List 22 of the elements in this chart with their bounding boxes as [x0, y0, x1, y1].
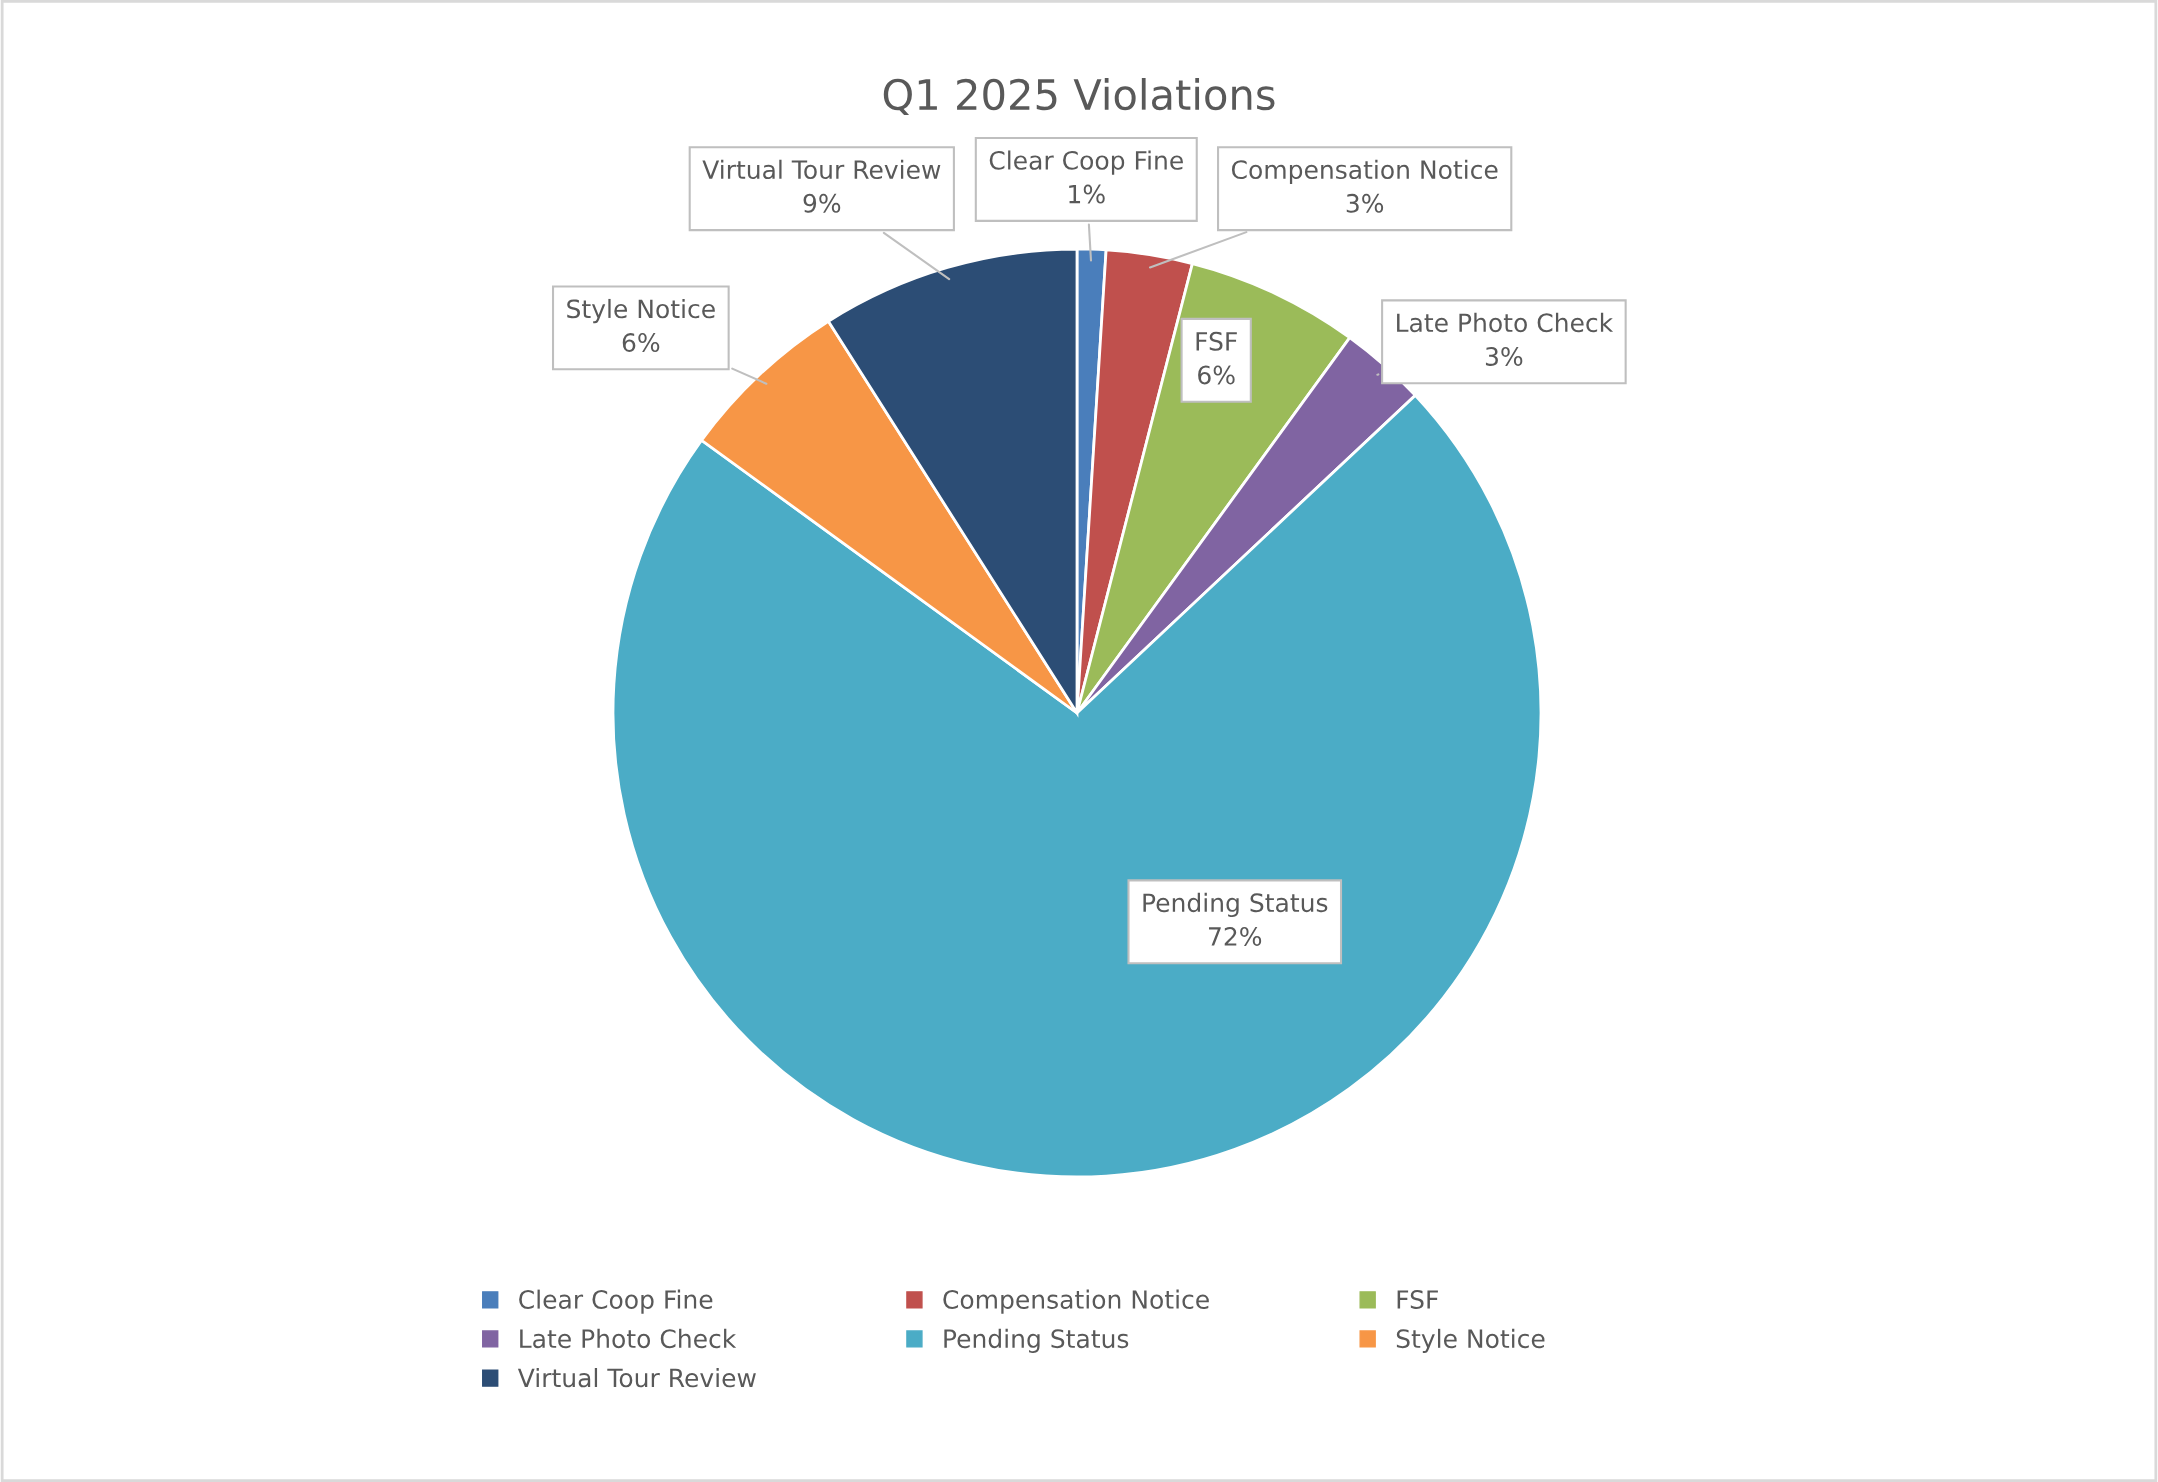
data-label: 6% [1198, 365, 1235, 385]
data-label: 3% [1346, 193, 1384, 213]
data-label: 72% [1209, 926, 1262, 946]
data-label: 1% [1069, 184, 1105, 204]
slice-label: Compensation Notice [1231, 159, 1498, 184]
slice-label: Style Notice [567, 298, 715, 324]
legend-label: Style Notice [1396, 1328, 1545, 1353]
chart-title: Q1 2025 Violations [883, 78, 1275, 116]
slice-label: Late Photo Check [1397, 312, 1614, 333]
data-label: 9% [803, 193, 841, 213]
slice-label: FSF [1196, 331, 1237, 351]
data-label: 6% [622, 333, 660, 352]
legend-label: Compensation Notice [943, 1289, 1209, 1314]
legend-label: FSF [1397, 1290, 1438, 1309]
data-label: 3% [1485, 346, 1523, 366]
legend-label: Virtual Tour Review [517, 1368, 756, 1388]
slice-label: Virtual Tour Review [702, 159, 941, 180]
slice-label: Pending Status [1143, 892, 1328, 918]
legend-label: Late Photo Check [520, 1328, 737, 1349]
legend-label: Clear Coop Fine [519, 1289, 713, 1314]
legend-label: Pending Status [944, 1328, 1129, 1353]
slice-label: Clear Coop Fine [989, 150, 1183, 175]
